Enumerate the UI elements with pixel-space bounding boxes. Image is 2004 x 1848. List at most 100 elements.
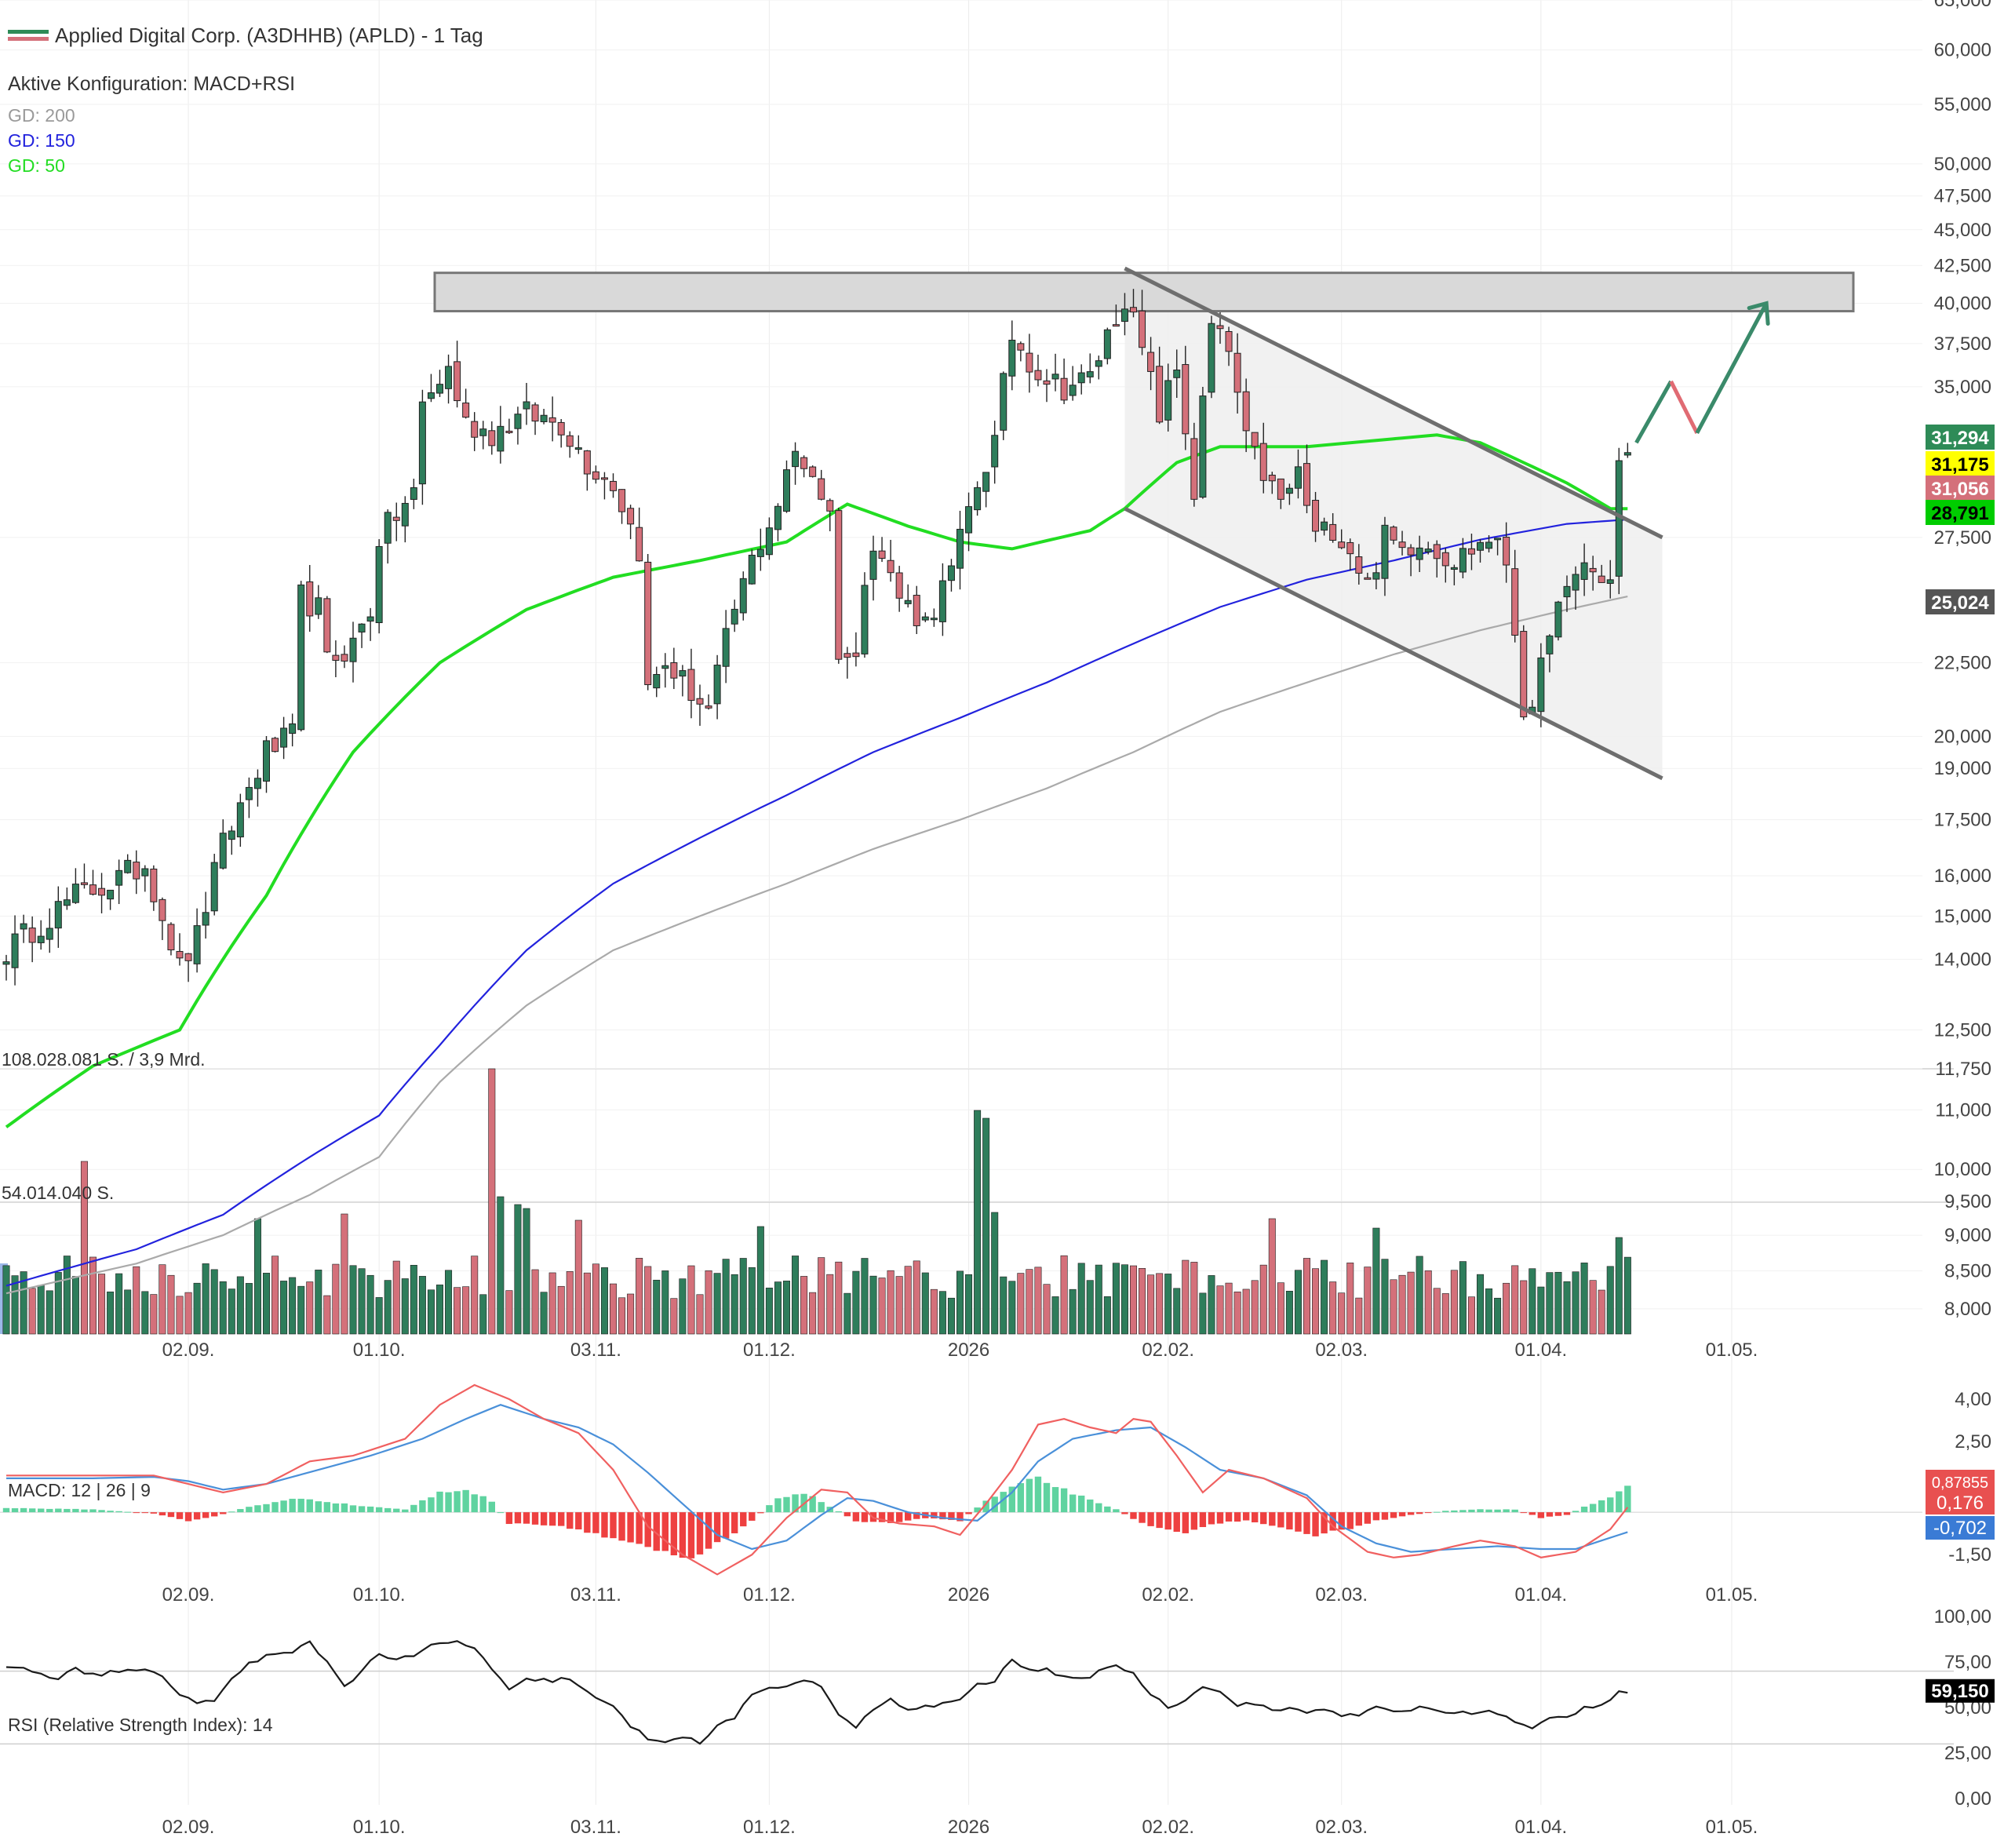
macd-histogram-bar (1468, 1509, 1475, 1513)
price-tick-label: 37,500 (1934, 334, 1991, 355)
candle (627, 505, 635, 540)
macd-histogram-bar (184, 1512, 192, 1522)
volume-bar (176, 1296, 184, 1335)
candle-body (1424, 549, 1432, 552)
candle (1424, 541, 1432, 555)
macd-histogram-bar (1546, 1512, 1554, 1517)
candle (1017, 341, 1025, 362)
macd-histogram-bar (766, 1505, 773, 1513)
candle-body (1494, 538, 1502, 541)
macd-histogram-bar (1451, 1510, 1458, 1513)
candle (1259, 422, 1267, 494)
macd-histogram-bar (1346, 1512, 1354, 1529)
candle (202, 891, 210, 939)
candle (1233, 333, 1241, 414)
macd-histogram-bar (11, 1508, 19, 1513)
volume-bar (965, 1274, 973, 1335)
candle (1303, 444, 1310, 514)
candle (462, 388, 470, 419)
volume-bar (670, 1298, 678, 1335)
candle-body (150, 868, 158, 902)
candle-body (497, 425, 505, 452)
candle-body (1580, 562, 1588, 580)
macd-histogram-bar (497, 1512, 505, 1514)
volume-bar (765, 1287, 773, 1335)
macd-histogram-bar (1225, 1512, 1233, 1522)
rsi-tick-label: 100,00 (1934, 1606, 1991, 1627)
volume-bar (566, 1271, 574, 1335)
price-badge: 31,294 (1926, 425, 1995, 450)
header: Applied Digital Corp. (A3DHHB) (APLD) - … (8, 24, 483, 176)
volume-bar (479, 1294, 487, 1335)
macd-histogram-bar (1329, 1512, 1336, 1531)
macd-histogram-bar (505, 1512, 513, 1525)
volume-bar (1130, 1265, 1138, 1335)
volume-bar (540, 1292, 548, 1335)
volume-bar (627, 1293, 635, 1335)
candle-body (1173, 370, 1181, 378)
candle-body (1589, 567, 1597, 573)
candle (679, 665, 687, 697)
macd-histogram-bar (956, 1512, 964, 1522)
macd-histogram-bar (124, 1511, 131, 1513)
macd-histogram-bar (1364, 1512, 1372, 1524)
candle-body (878, 550, 886, 559)
candle (488, 421, 496, 455)
rsi-tick-label: 0,00 (1955, 1788, 1991, 1810)
candle-body (263, 740, 270, 782)
macd-histogram-bar (1182, 1512, 1189, 1533)
candle (696, 684, 704, 726)
candle-body (236, 802, 244, 838)
volume-max-label: 108.028.081 S. / 3,9 Mrd. (2, 1049, 206, 1070)
candle-body (938, 580, 946, 622)
volume-bar (792, 1256, 800, 1335)
volume-bar (1433, 1288, 1441, 1335)
candle (445, 354, 453, 404)
candle-body (1390, 527, 1397, 541)
volume-bar (401, 1278, 409, 1335)
candle (1103, 327, 1111, 365)
volume-bar (115, 1273, 123, 1335)
candle-body (297, 584, 305, 731)
volume-bar (1580, 1263, 1588, 1335)
macd-histogram-bar (254, 1505, 261, 1513)
volume-bar (869, 1275, 877, 1335)
candle-body (947, 565, 955, 581)
macd-histogram-bar (1043, 1482, 1051, 1513)
macd-histogram-bar (540, 1512, 548, 1525)
macd-histogram-bar (601, 1512, 608, 1538)
volume-bar (1372, 1227, 1380, 1335)
macd-histogram-bar (531, 1512, 539, 1525)
macd-histogram-bar (72, 1508, 79, 1513)
candle-body (219, 833, 227, 869)
candle-body (271, 738, 279, 753)
macd-histogram-bar (792, 1494, 799, 1513)
macd-histogram-bar (835, 1511, 842, 1513)
volume-bar (1467, 1296, 1475, 1335)
candle-body (366, 616, 374, 622)
candle (713, 654, 721, 720)
candle-body (1364, 577, 1372, 580)
macd-histogram-bar (575, 1512, 582, 1529)
candle (1312, 491, 1320, 542)
macd-histogram-bar (263, 1504, 270, 1513)
volume-bar (445, 1270, 453, 1335)
candle-body (1043, 380, 1051, 385)
macd-histogram-bar (740, 1512, 747, 1527)
macd-histogram-bar (419, 1500, 426, 1513)
volume-bar (1441, 1293, 1449, 1335)
candle (557, 419, 565, 448)
macd-histogram-bar (1554, 1512, 1562, 1516)
macd-histogram-bar (653, 1512, 660, 1551)
volume-bar (245, 1283, 253, 1335)
candle-body (1017, 343, 1025, 351)
volume-bar (878, 1278, 886, 1335)
macd-histogram-bar (471, 1494, 478, 1513)
macd-histogram-bar (610, 1512, 617, 1539)
volume-bar (548, 1272, 556, 1335)
candle-body (670, 662, 678, 679)
date-label-1: 03.11. (570, 1584, 621, 1606)
price-badge: 28,791 (1926, 500, 1995, 525)
candle-body (245, 786, 253, 800)
macd-histogram-bar (436, 1491, 443, 1513)
